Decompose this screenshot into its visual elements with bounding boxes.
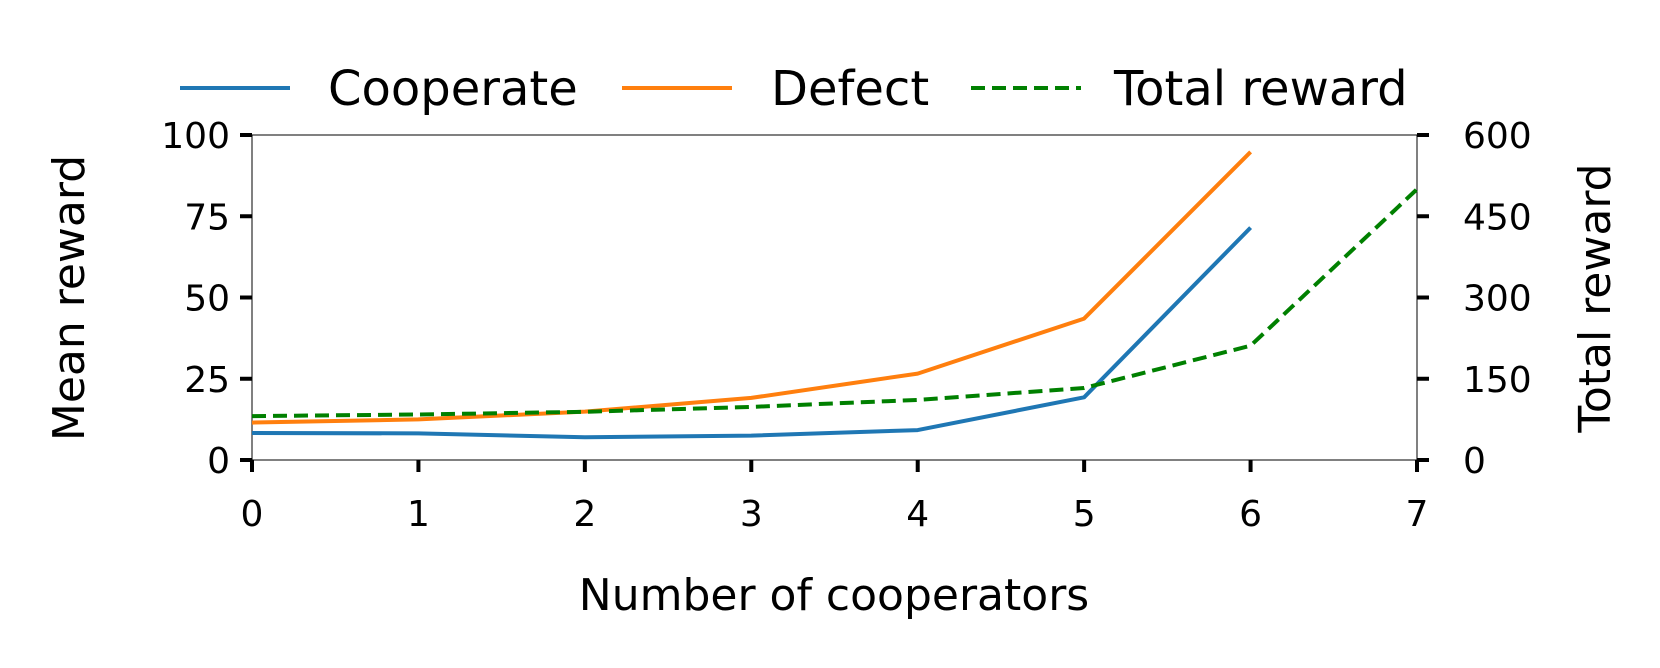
x-tick-label: 6: [1239, 494, 1262, 535]
x-tick-label: 2: [573, 494, 596, 535]
series-layer: [251, 150, 1419, 440]
x-tick-label: 7: [1406, 494, 1429, 535]
y2-tick-label: 0: [1463, 441, 1486, 482]
x-tick-label: 1: [407, 494, 430, 535]
y-tick-label: 25: [184, 360, 230, 401]
y2-tick-label: 300: [1463, 279, 1532, 320]
legend-label-defect: Defect: [771, 61, 929, 117]
y-axis-title: Mean reward: [44, 155, 95, 441]
x-axis-title: Number of cooperators: [579, 570, 1089, 621]
x-tick-label: 5: [1073, 494, 1096, 535]
y2-tick-label: 450: [1463, 197, 1532, 238]
x-tick-label: 3: [740, 494, 763, 535]
left-axis: 0 25 50 75 100: [161, 116, 252, 482]
y-tick-label: 100: [161, 116, 230, 157]
legend-label-cooperate: Cooperate: [328, 61, 578, 117]
series-line-defect: [251, 150, 1253, 425]
series-line-total-reward: [251, 187, 1419, 419]
legend-label-total-reward: Total reward: [1113, 61, 1408, 117]
series-line-cooperate: [251, 226, 1253, 440]
y-tick-label: 50: [184, 279, 230, 320]
legend: Cooperate Defect Total reward: [180, 61, 1408, 117]
plot-area: [251, 134, 1418, 461]
x-tick-label: 4: [906, 494, 929, 535]
y2-tick-label: 600: [1463, 116, 1532, 157]
y-tick-label: 75: [184, 197, 230, 238]
x-axis: 0 1 2 3 4 5 6 7: [241, 460, 1429, 535]
y-tick-label: 0: [207, 441, 230, 482]
y2-axis-title: Total reward: [1570, 163, 1621, 433]
right-axis: 0 150 300 450 600: [1417, 116, 1532, 482]
x-tick-label: 0: [241, 494, 264, 535]
y2-tick-label: 150: [1463, 360, 1532, 401]
